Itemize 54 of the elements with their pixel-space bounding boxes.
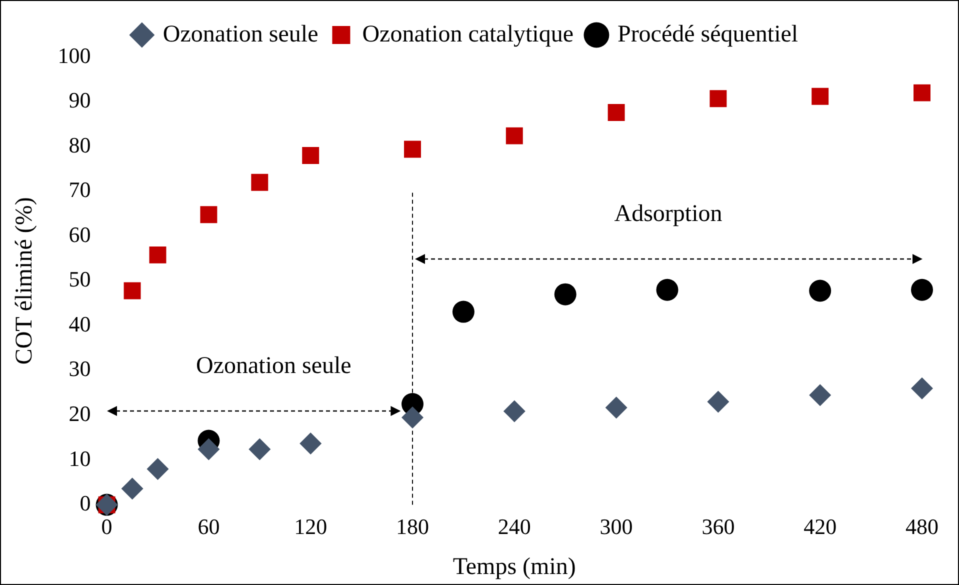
x-tick-label: 60: [198, 514, 220, 539]
point: [146, 458, 169, 480]
point: [124, 282, 141, 300]
x-tick-label: 420: [804, 514, 837, 539]
y-tick-label: 40: [68, 311, 91, 336]
x-tick-label: 480: [906, 514, 938, 539]
point: [506, 127, 523, 144]
point: [605, 396, 628, 419]
point: [251, 174, 268, 191]
y-tick-label: 10: [68, 446, 91, 471]
legend-label: Procédé séquentiel: [617, 21, 798, 48]
annotation: Adsorption: [614, 200, 722, 227]
y-tick-label: 70: [68, 177, 91, 202]
x-tick-label: 360: [702, 514, 735, 539]
point: [911, 377, 933, 400]
point: [911, 278, 933, 301]
y-tick-label: 90: [68, 88, 91, 113]
point: [300, 432, 322, 454]
y-tick-label: 80: [68, 132, 91, 158]
point: [149, 246, 166, 264]
point: [402, 406, 424, 428]
point: [248, 438, 271, 460]
x-tick-label: 0: [101, 514, 112, 539]
x-axis-title: Temps (min): [452, 554, 576, 580]
x-tick-label: 120: [294, 514, 328, 539]
point: [809, 280, 832, 302]
y-tick-label: 20: [68, 401, 91, 426]
point: [608, 104, 625, 122]
point: [452, 300, 474, 323]
annotation: Ozonation seule: [196, 353, 352, 380]
x-tick-label: 300: [600, 514, 633, 539]
point: [121, 478, 144, 500]
y-tick-label: 60: [68, 222, 91, 247]
legend-label: Ozonation catalytique: [362, 21, 574, 48]
point: [503, 400, 526, 422]
legend-label: Ozonation seule: [162, 21, 318, 48]
y-axis-title: COT éliminé (%): [12, 197, 38, 365]
point: [302, 147, 320, 164]
point: [812, 88, 829, 105]
y-tick-label: 30: [68, 356, 91, 382]
point: [809, 384, 832, 406]
point: [710, 90, 727, 108]
x-tick-label: 240: [498, 514, 531, 539]
point: [914, 84, 930, 102]
y-tick-label: 50: [68, 266, 91, 292]
point: [707, 390, 730, 413]
point: [200, 206, 218, 224]
point: [404, 140, 421, 158]
y-tick-label: 0: [80, 490, 91, 516]
point: [554, 283, 576, 306]
y-tick-label: 100: [58, 42, 91, 68]
point: [656, 278, 678, 301]
point: [198, 438, 220, 460]
x-tick-label: 180: [396, 514, 429, 539]
